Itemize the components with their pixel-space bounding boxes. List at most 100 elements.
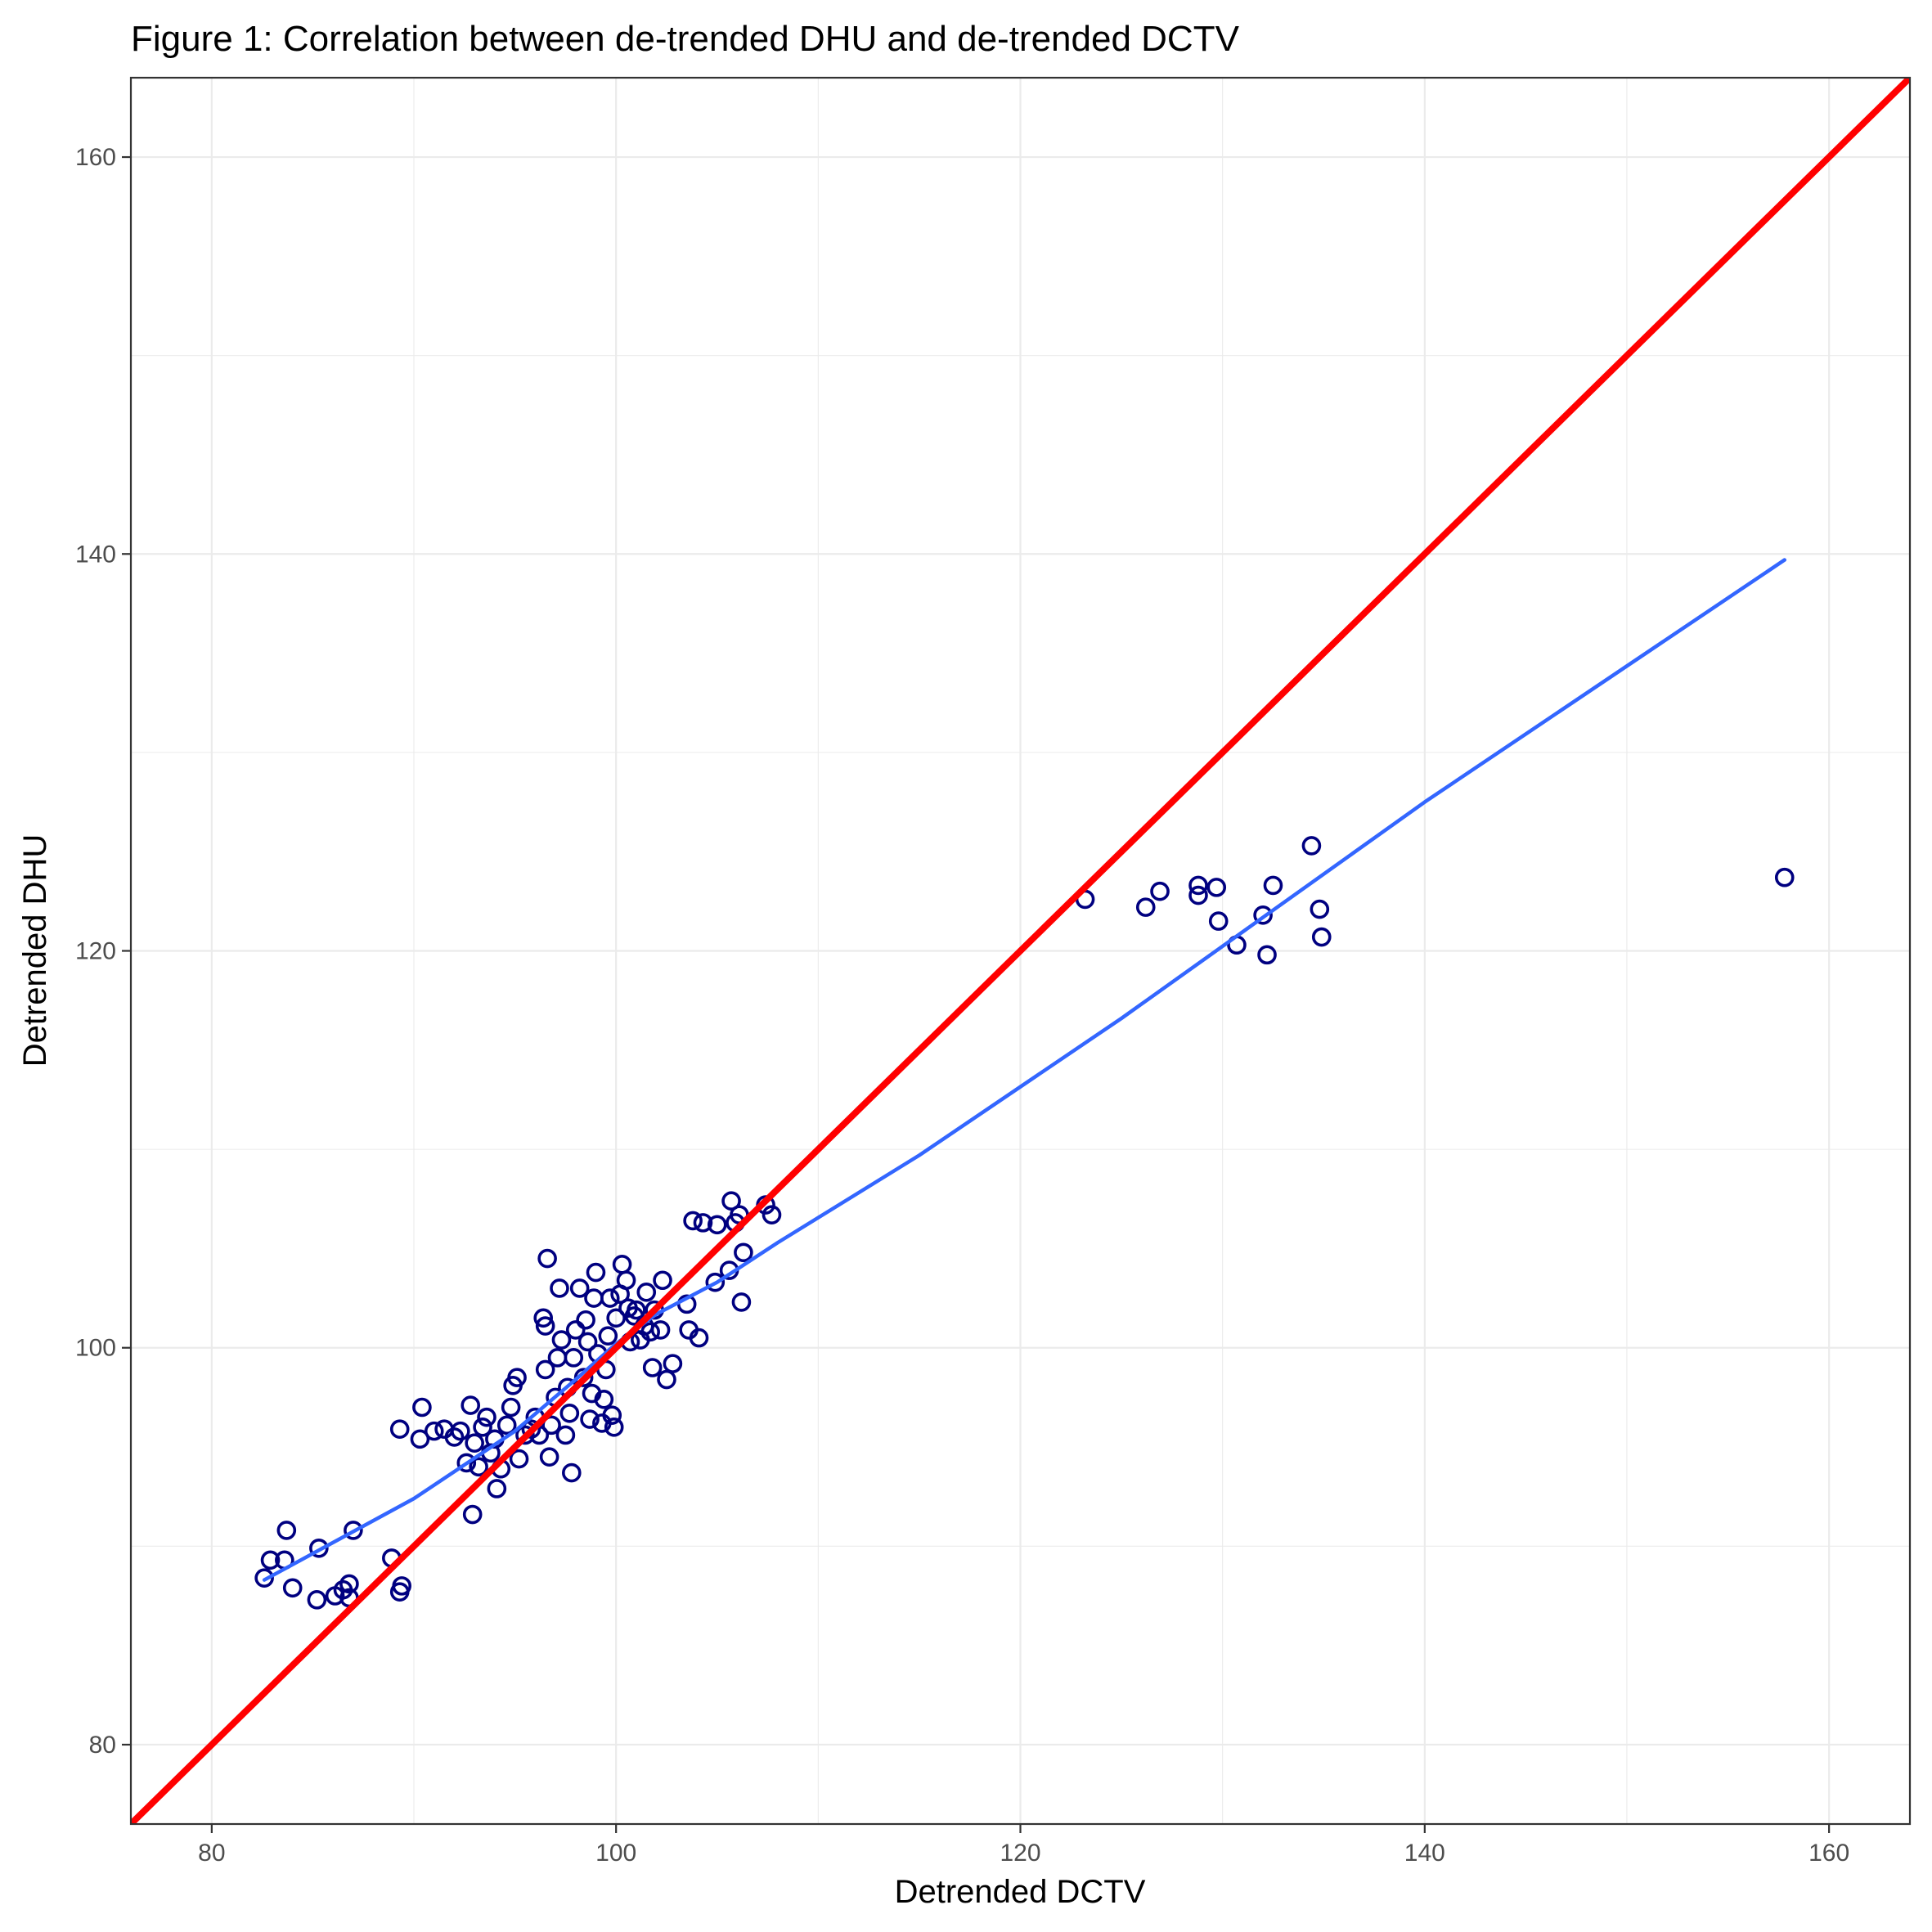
- scatter-point: [564, 1348, 584, 1368]
- scatter-point: [539, 1447, 559, 1467]
- scatter-point: [462, 1504, 483, 1525]
- scatter-point: [705, 1272, 726, 1292]
- scatter-point: [598, 1326, 618, 1346]
- scatter-point: [465, 1433, 484, 1453]
- scatter-point: [254, 1568, 274, 1588]
- scatter-point: [721, 1191, 741, 1211]
- scatter-point: [309, 1538, 329, 1558]
- scatter-point: [469, 1457, 488, 1477]
- scatter-point: [392, 1576, 411, 1596]
- scatter-point: [640, 1322, 660, 1342]
- scatter-point: [555, 1425, 576, 1445]
- scatter-point: [551, 1330, 572, 1350]
- scatter-point: [653, 1270, 672, 1291]
- scatter-point: [1150, 881, 1170, 901]
- scatter-point: [1263, 875, 1283, 896]
- scatter-point: [424, 1421, 444, 1441]
- scatter-point: [636, 1282, 657, 1302]
- scatter-point: [1206, 878, 1227, 897]
- scatter-point: [663, 1354, 683, 1373]
- x-tick-label: 140: [1404, 1840, 1445, 1867]
- scatter-point: [642, 1358, 663, 1377]
- scatter-point: [1310, 899, 1330, 919]
- scatter-point: [584, 1288, 604, 1308]
- scatter-point: [1208, 911, 1229, 931]
- scatter-point: [412, 1397, 432, 1418]
- scatter-point: [562, 1462, 582, 1483]
- scatter-point: [509, 1449, 529, 1469]
- scatter-point: [565, 1320, 586, 1340]
- y-tick-label: 80: [89, 1732, 116, 1759]
- scatter-point: [535, 1359, 555, 1380]
- series-layer: [131, 78, 1910, 1824]
- chart-title: Figure 1: Correlation between de-trended…: [131, 19, 1240, 59]
- scatter-point: [507, 1368, 527, 1387]
- scatter-point: [1135, 897, 1156, 917]
- scatter-point: [477, 1407, 496, 1427]
- scatter-point: [537, 1248, 557, 1269]
- scatter-point: [616, 1270, 636, 1291]
- x-tick-label: 120: [1000, 1840, 1040, 1867]
- scatter-point: [577, 1332, 598, 1352]
- scatter-point: [533, 1308, 554, 1328]
- fit-line: [262, 558, 1787, 1582]
- scatter-point: [650, 1320, 671, 1340]
- scatter-point: [576, 1310, 595, 1330]
- scatter-point: [547, 1348, 568, 1368]
- scatter-point: [594, 1390, 614, 1409]
- scatter-point: [461, 1395, 481, 1415]
- scatter-point: [580, 1409, 600, 1429]
- scatter-point: [606, 1308, 626, 1328]
- x-tick-label: 80: [198, 1840, 225, 1867]
- scatter-point: [260, 1550, 281, 1570]
- axis-layer: 80 100 120 140 160 80 100 120 140 160: [75, 144, 1849, 1867]
- y-axis-title: Detrended DHU: [17, 834, 53, 1067]
- x-tick-label: 100: [595, 1840, 636, 1867]
- scatter-point: [604, 1417, 624, 1437]
- scatter-point: [657, 1369, 676, 1390]
- scatter-point: [456, 1453, 477, 1473]
- scatter-point: [762, 1205, 782, 1224]
- scatter-point: [389, 1419, 410, 1439]
- y-tick-label: 160: [75, 144, 116, 171]
- scatter-point: [600, 1288, 620, 1308]
- scatter-point: [683, 1211, 703, 1231]
- scatter-point: [339, 1574, 359, 1594]
- scatter-point: [1774, 867, 1795, 887]
- scatter-point: [344, 1521, 363, 1540]
- scatter-point: [307, 1590, 327, 1610]
- scatter-point: [586, 1262, 606, 1283]
- scatter-point: [515, 1425, 535, 1445]
- scatter-point: [559, 1403, 580, 1423]
- scatter-point: [501, 1397, 521, 1418]
- scatter-point: [496, 1415, 517, 1436]
- scatter-point: [689, 1328, 709, 1348]
- scatter-point: [1253, 905, 1273, 925]
- scatter-point: [444, 1427, 465, 1447]
- scatter-point: [451, 1421, 470, 1441]
- scatter-point: [487, 1479, 507, 1498]
- scatter-point: [282, 1578, 303, 1598]
- identity-line: [131, 78, 1910, 1824]
- scatter-point: [473, 1417, 492, 1437]
- scatter-point: [734, 1242, 753, 1263]
- scatter-point: [1188, 875, 1208, 896]
- scatter-point: [276, 1521, 297, 1540]
- scatter-point: [550, 1278, 569, 1298]
- y-tick-label: 100: [75, 1335, 116, 1362]
- scatter-point: [541, 1415, 561, 1436]
- x-tick-label: 160: [1808, 1840, 1849, 1867]
- scatter-point: [410, 1429, 430, 1449]
- x-axis-title: Detrended DCTV: [895, 1874, 1146, 1910]
- scatter-point: [1301, 836, 1322, 856]
- scatter-point: [1257, 945, 1277, 965]
- scatter-point: [535, 1316, 555, 1336]
- scatter-point: [627, 1300, 646, 1320]
- scatter-point: [602, 1405, 622, 1426]
- scatter-point: [1188, 885, 1208, 905]
- scatter-point: [693, 1213, 713, 1233]
- scatter-point: [1311, 927, 1332, 947]
- scatter-point: [731, 1292, 752, 1312]
- scatter-point: [707, 1215, 727, 1235]
